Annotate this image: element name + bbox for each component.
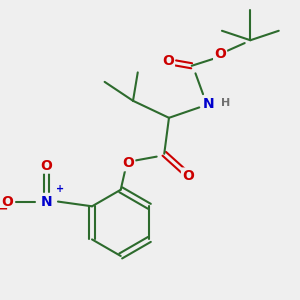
Text: O: O	[41, 159, 52, 172]
Text: N: N	[41, 195, 52, 208]
Text: O: O	[122, 156, 134, 170]
Text: O: O	[162, 54, 174, 68]
Text: O: O	[1, 195, 13, 208]
Text: N: N	[203, 97, 214, 111]
Text: +: +	[56, 184, 64, 194]
Text: O: O	[214, 47, 226, 61]
Text: −: −	[0, 203, 8, 216]
Text: H: H	[221, 98, 230, 109]
Text: O: O	[182, 169, 194, 182]
